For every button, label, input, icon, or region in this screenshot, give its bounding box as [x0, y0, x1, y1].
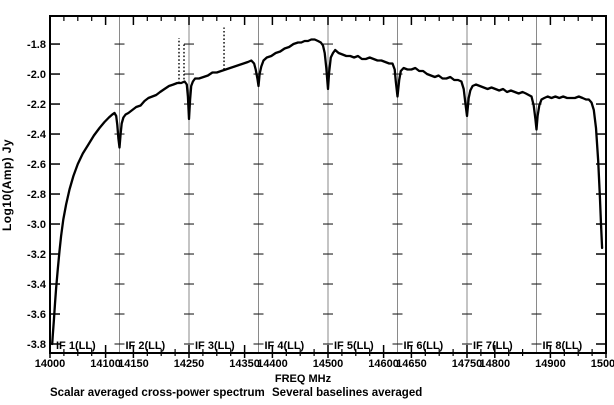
if-panel-label: IF 2(LL)	[126, 340, 166, 352]
y-tick-label: -1.8	[27, 39, 46, 51]
x-axis-label: FREQ MHz	[275, 373, 332, 385]
x-tick-label: 14650	[396, 358, 427, 370]
x-tick-label: 14600	[368, 358, 399, 370]
x-tick-label: 14400	[257, 358, 288, 370]
if-panel-label: IF 1(LL)	[56, 340, 96, 352]
y-tick-label: -3.4	[27, 279, 47, 291]
if-panel-label: IF 4(LL)	[265, 340, 305, 352]
y-tick-label: -3.2	[27, 249, 46, 261]
y-tick-label: -3.6	[27, 309, 46, 321]
y-tick-label: -2.0	[27, 69, 46, 81]
y-axis-label: Log10(Amp) Jy	[0, 139, 14, 231]
y-tick-label: -3.8	[27, 339, 46, 351]
spectrum-trace	[51, 38, 604, 346]
if-panel-label: IF 5(LL)	[334, 340, 374, 352]
x-tick-label: 14500	[313, 358, 344, 370]
chart-layer: -1.8 -2.0 -2.2 -2.4 -2.6 -2.8 -3.0 -3.2 -3.4 -3.6…	[27, 15, 614, 370]
x-tick-label: 14750	[452, 358, 483, 370]
y-tick-label: -2.4	[27, 129, 47, 141]
caption-baselines-averaged: Several baselines averaged	[272, 387, 422, 399]
y-tick-label: -2.8	[27, 189, 46, 201]
x-tick-label: 14000	[35, 358, 66, 370]
if-panel-label: IF 3(LL)	[195, 340, 235, 352]
y-tick-label: -3.0	[27, 219, 46, 231]
y-tick-label: -2.6	[27, 159, 46, 171]
x-tick-label: 14800	[480, 358, 511, 370]
x-tick-label: 15000	[591, 358, 614, 370]
if-panel-label: IF 6(LL)	[404, 340, 444, 352]
x-tick-label: 14100	[90, 358, 121, 370]
if-panel-label: IF 8(LL)	[543, 340, 583, 352]
x-tick-label: 14150	[118, 358, 149, 370]
x-tick-label: 14900	[535, 358, 566, 370]
caption-scalar-averaged: Scalar averaged cross-power spectrum	[50, 387, 265, 399]
x-tick-label: 14350	[229, 358, 260, 370]
x-tick-label: 14250	[174, 358, 205, 370]
y-tick-label: -2.2	[27, 99, 46, 111]
if-panel-label: IF 7(LL)	[473, 340, 513, 352]
